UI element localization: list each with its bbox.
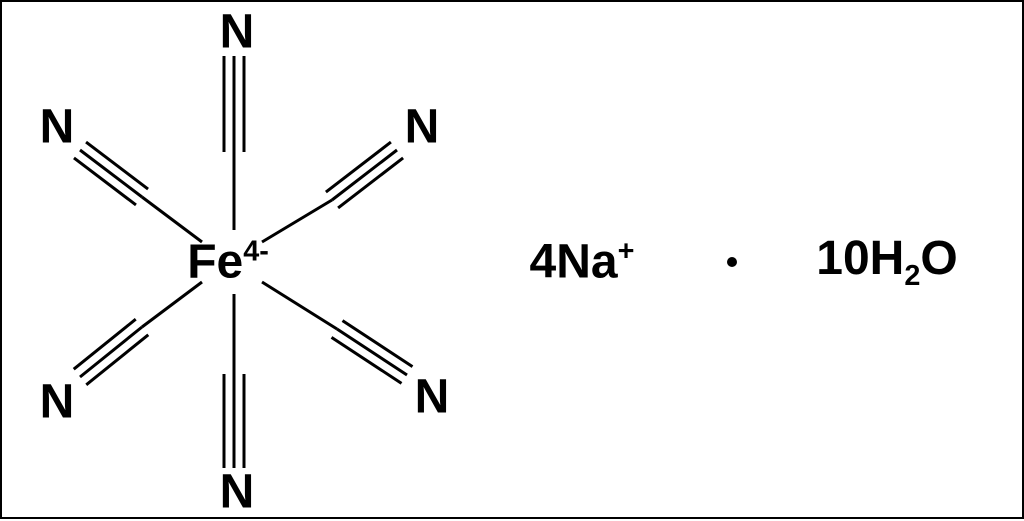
nitrogen-label-lower-right: N [415, 370, 450, 425]
fe-symbol: Fe [187, 236, 243, 289]
na-charge: + [618, 236, 635, 268]
hydrate-dot-separator [727, 257, 737, 267]
nitrogen-label-upper-right: N [405, 100, 440, 155]
nitrogen-label-upper-left: N [40, 100, 75, 155]
water-o: O [920, 232, 957, 285]
nitrogen-label-top: N [220, 5, 255, 60]
iron-center-label: Fe4- [187, 235, 269, 290]
hydrate-label: 10H2O [816, 231, 957, 293]
water-h: H [870, 232, 905, 285]
water-h-sub: 2 [904, 260, 920, 292]
na-symbol: Na [556, 236, 617, 289]
sodium-counterion-label: 4Na+ [530, 235, 635, 290]
water-coeff: 10 [816, 232, 869, 285]
na-coeff: 4 [530, 236, 557, 289]
nitrogen-label-lower-left: N [40, 375, 75, 430]
chemical-structure-diagram: Fe4- N N N N N N 4Na+ 10H2O [0, 0, 1024, 519]
fe-charge: 4- [243, 236, 269, 268]
nitrogen-label-bottom: N [220, 465, 255, 520]
